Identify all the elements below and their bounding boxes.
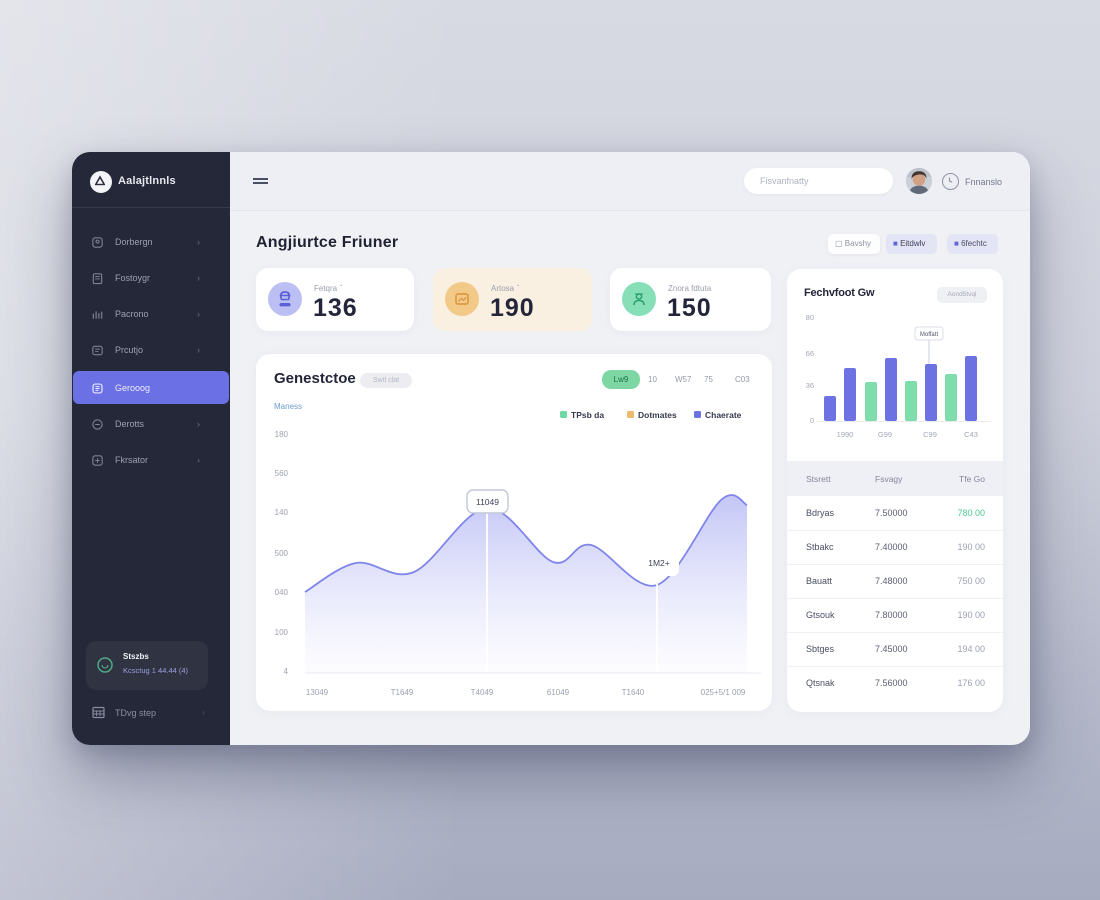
- svg-text:4: 4: [284, 667, 289, 676]
- svg-text:G99: G99: [878, 430, 892, 439]
- svg-text:1M2+: 1M2+: [648, 558, 670, 568]
- svg-text:13049: 13049: [306, 688, 329, 697]
- svg-text:500: 500: [275, 549, 289, 558]
- svg-text:560: 560: [275, 469, 289, 478]
- svg-text:80: 80: [806, 313, 814, 322]
- svg-text:T1640: T1640: [622, 688, 645, 697]
- svg-text:1990: 1990: [837, 430, 854, 439]
- svg-text:140: 140: [275, 508, 289, 517]
- svg-text:T1649: T1649: [391, 688, 414, 697]
- svg-text:025+5/1 009: 025+5/1 009: [701, 688, 746, 697]
- svg-text:C43: C43: [964, 430, 978, 439]
- svg-text:Moffatt: Moffatt: [920, 332, 939, 338]
- svg-text:36: 36: [806, 381, 814, 390]
- svg-text:T4049: T4049: [471, 688, 494, 697]
- svg-text:100: 100: [275, 628, 289, 637]
- svg-text:180: 180: [275, 430, 289, 439]
- svg-text:0: 0: [810, 416, 814, 425]
- svg-text:11049: 11049: [476, 497, 499, 507]
- svg-text:61049: 61049: [547, 688, 570, 697]
- svg-text:66: 66: [806, 349, 814, 358]
- svg-text:040: 040: [275, 588, 289, 597]
- svg-text:C99: C99: [923, 430, 937, 439]
